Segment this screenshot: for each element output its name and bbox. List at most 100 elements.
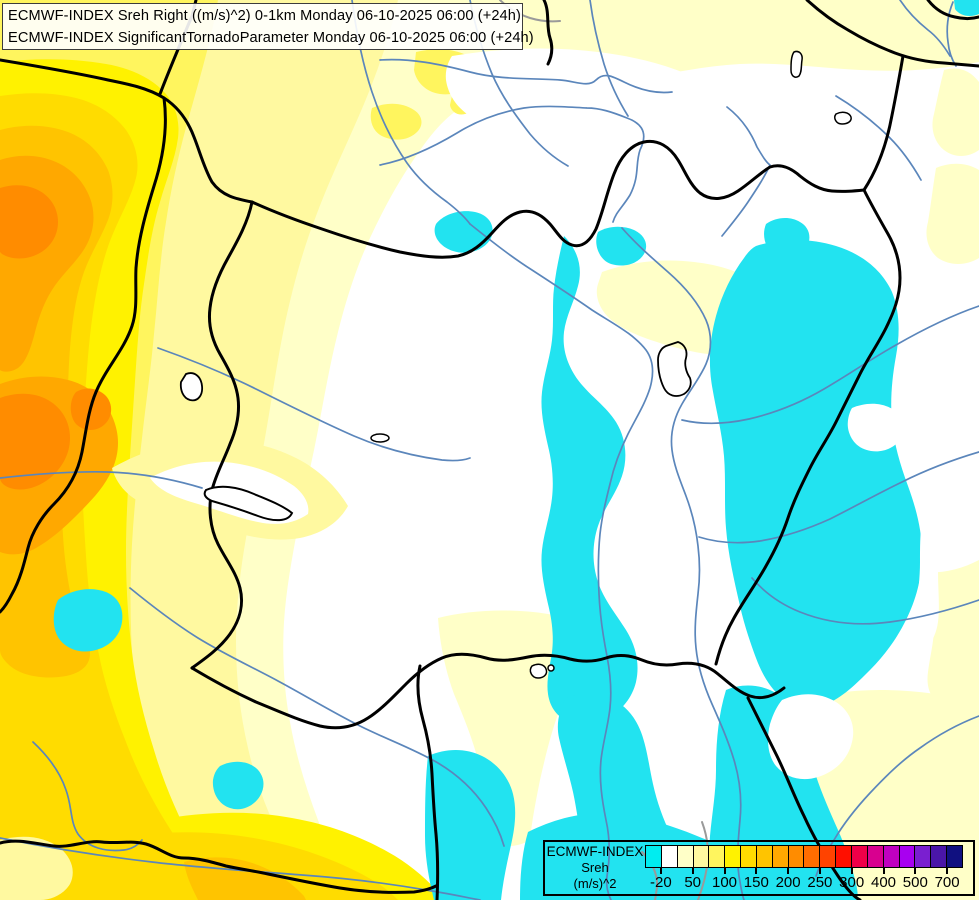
river-east-mid-1 xyxy=(681,305,979,425)
cyan-top-center xyxy=(434,211,493,253)
colorbar-cell-1 xyxy=(661,846,678,867)
colorbar-cell-4 xyxy=(709,846,726,867)
lake-balaton xyxy=(203,485,294,522)
colorbar-tick-label: 250 xyxy=(807,874,833,891)
colorbar-cell-2 xyxy=(677,846,694,867)
colorbar-tick-label: -20 xyxy=(650,874,672,891)
border-hu-ro xyxy=(714,188,902,666)
colorbar-tick xyxy=(691,868,694,874)
colorbar-cell-0 xyxy=(646,846,662,867)
title-line-1: ECMWF-INDEX Sreh Right ((m/s)^2) 0-1km M… xyxy=(8,8,521,24)
cyan-corner-ne xyxy=(954,0,979,17)
border-top-center-squiggle xyxy=(542,0,554,66)
cyan-west-hexagon xyxy=(53,589,123,652)
river-danube xyxy=(469,223,654,900)
colorbar-tick-label: 400 xyxy=(870,874,897,891)
river-tisza xyxy=(621,227,745,900)
lake-south-1 xyxy=(529,663,548,679)
colorbar-tick xyxy=(723,868,726,874)
colorbar-tick-label: 50 xyxy=(684,874,702,891)
title-box: ECMWF-INDEX Sreh Right ((m/s)^2) 0-1km M… xyxy=(2,3,534,50)
colorbar-tick xyxy=(850,868,853,874)
river-east-mid-2 xyxy=(698,451,979,544)
colorbar-tick xyxy=(818,868,821,874)
border-sk-ua xyxy=(862,54,905,192)
colorbar-tick xyxy=(755,868,758,874)
river-east-low xyxy=(751,577,979,625)
border-pl-sk xyxy=(805,0,979,68)
border-at-inner xyxy=(0,96,167,614)
colorbar-cell-17 xyxy=(915,846,932,867)
colorbar-cell-11 xyxy=(820,846,837,867)
gray-line-legend-1 xyxy=(697,821,710,900)
river-mura xyxy=(32,741,143,852)
colorbar-cell-3 xyxy=(693,846,710,867)
colorbar-cell-12 xyxy=(836,846,852,867)
river-morava xyxy=(351,0,471,225)
region-pale-ne-2 xyxy=(926,163,979,264)
colorbar-tick-label: 500 xyxy=(902,874,928,891)
border-sk-hu xyxy=(250,139,866,259)
legend-text-block: ECMWF-INDEX Sreh (m/s)^2 xyxy=(545,843,645,892)
river-upper-1 xyxy=(379,58,673,94)
colorbar-tick xyxy=(787,868,790,874)
region-pale-pocket-sw xyxy=(0,836,73,900)
legend-model-name: ECMWF-INDEX xyxy=(546,844,644,859)
lakes-and-cities xyxy=(179,50,852,679)
colorbar-cell-9 xyxy=(788,846,805,867)
border-srb-ro xyxy=(746,696,862,900)
lake-tata xyxy=(370,433,390,443)
legend-box: ECMWF-INDEX Sreh (m/s)^2 -20 50 100 150 200 2… xyxy=(543,840,975,896)
cyan-top-mid xyxy=(596,226,647,266)
colorbar-cell-6 xyxy=(741,846,757,867)
river-ne-2 xyxy=(899,0,951,57)
colorbar-tick-label: 100 xyxy=(711,874,738,891)
colorbar-cell-15 xyxy=(883,846,900,867)
cyan-central-band xyxy=(541,236,638,725)
lake-neusiedl xyxy=(179,372,203,402)
title-line-2: ECMWF-INDEX SignificantTornadoParameter … xyxy=(8,29,534,46)
border-cz-at xyxy=(0,58,254,204)
cyan-south-band-1 xyxy=(425,750,516,900)
region-white-notch-south xyxy=(768,694,854,780)
colorbar-tick xyxy=(946,868,949,874)
border-hr-srb xyxy=(416,664,440,900)
region-yellow-patch-2 xyxy=(370,103,422,140)
cyan-sw-spot xyxy=(212,761,264,810)
river-ne-3 xyxy=(946,1,957,67)
colorbar-cell-5 xyxy=(725,846,742,867)
border-hr-bih xyxy=(0,839,438,894)
border-hu-south xyxy=(190,652,786,730)
lake-sk-1 xyxy=(790,50,803,78)
region-deep-orange-1 xyxy=(0,185,58,259)
border-ne-corner xyxy=(926,0,979,20)
legend-parameter-name: Sreh xyxy=(581,860,609,875)
colorbar-cell-16 xyxy=(899,846,916,867)
legend-unit: (m/s)^2 xyxy=(573,876,617,891)
colorbar-ticks: -20 50 100 150 200 250 300 400 500 700 xyxy=(645,868,963,894)
colorbar xyxy=(645,845,963,868)
river-west-horizontal xyxy=(0,470,203,489)
river-east-upper xyxy=(721,106,771,237)
river-raba xyxy=(157,347,471,462)
river-ne-1 xyxy=(835,95,922,181)
colorbar-cell-10 xyxy=(804,846,821,867)
colorbar-tick-label: 200 xyxy=(775,874,801,891)
colorbar-tick xyxy=(914,868,917,874)
colorbar-cell-8 xyxy=(772,846,789,867)
city-outline-budapest xyxy=(657,341,692,397)
colorbar-tick-label: 700 xyxy=(934,874,960,891)
colorbar-tick xyxy=(659,868,662,874)
colorbar-cell-14 xyxy=(867,846,884,867)
colorbar-tick xyxy=(882,868,885,874)
river-hron xyxy=(589,0,629,117)
colorbar-cell-19 xyxy=(947,846,962,867)
lake-sk-2 xyxy=(834,111,852,125)
river-upper-2 xyxy=(379,105,645,223)
region-pale-ne-1 xyxy=(932,68,979,156)
region-deep-orange-2 xyxy=(0,393,70,490)
border-at-hu xyxy=(190,200,254,670)
lake-south-2 xyxy=(547,664,555,672)
